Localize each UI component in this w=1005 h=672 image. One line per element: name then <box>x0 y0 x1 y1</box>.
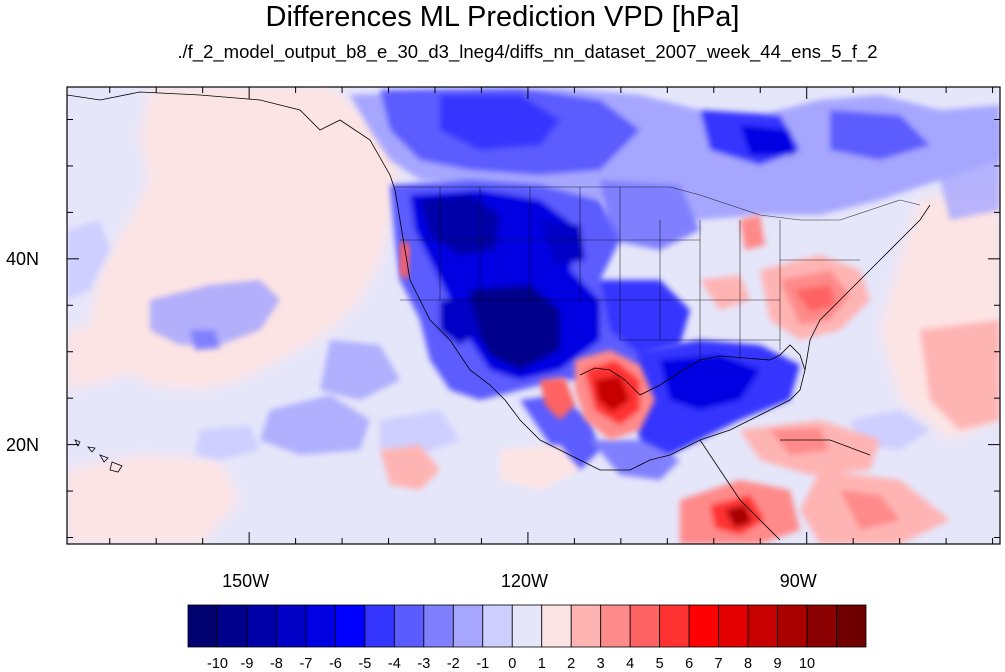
colorbar-swatch <box>482 604 513 648</box>
axis-ticks <box>67 87 1000 544</box>
colorbar-label: -6 <box>328 656 342 672</box>
colorbar-swatch <box>217 604 248 648</box>
y-tick-label: 20N <box>6 434 40 455</box>
colorbar-label: -3 <box>417 656 431 672</box>
colorbar-swatch <box>659 604 690 648</box>
colorbar-swatch <box>836 604 867 648</box>
colorbar-label: 7 <box>714 656 723 672</box>
colorbar-label: 5 <box>655 656 664 672</box>
plot-frame <box>66 86 1001 545</box>
colorbar-swatch <box>334 604 366 648</box>
colorbar-label: -7 <box>299 656 313 672</box>
colorbar-swatch <box>777 604 808 648</box>
mexico-red-region <box>540 350 655 440</box>
colorbar-swatch <box>305 604 336 648</box>
colorbar-label: 4 <box>626 656 635 672</box>
colorbar-swatch <box>688 604 720 648</box>
y-tick-label: 40N <box>6 248 40 269</box>
colorbar-swatch <box>629 604 661 648</box>
colorbar-swatch <box>423 604 454 648</box>
colorbar-label: 3 <box>596 656 605 672</box>
colorbar-swatch <box>452 604 484 648</box>
colorbar-swatch <box>187 604 218 648</box>
colorbar-swatch <box>747 604 778 648</box>
colorbar-swatch <box>541 604 572 648</box>
x-tick-label: 90W <box>779 571 817 591</box>
colorbar-swatch <box>718 604 749 648</box>
colorbar-swatch <box>806 604 837 648</box>
colorbar <box>187 604 867 648</box>
colorbar-swatch <box>276 604 307 648</box>
colorbar-swatch <box>511 604 543 648</box>
colorbar-label: 1 <box>537 656 546 672</box>
colorbar-label: 9 <box>773 656 782 672</box>
colorbar-swatch <box>246 604 277 648</box>
colorbar-label: 8 <box>744 656 753 672</box>
colorbar-label: -4 <box>387 656 401 672</box>
colorbar-label: 6 <box>685 656 694 672</box>
colorbar-label: -10 <box>206 656 228 672</box>
colorbar-label: 0 <box>508 656 517 672</box>
state-boundaries <box>395 186 921 360</box>
colorbar-swatch <box>570 604 602 648</box>
colorbar-label: -1 <box>476 656 490 672</box>
colorbar-swatch <box>364 604 395 648</box>
map-title: Differences ML Prediction VPD [hPa] <box>265 1 740 33</box>
colorbar-swatch <box>393 604 425 648</box>
eastern-us-red-region <box>700 215 1000 430</box>
plot-field <box>67 87 1000 544</box>
hawaii-islands <box>74 439 123 473</box>
map-subtitle: ./f_2_model_output_b8_e_30_d3_lneg4/diff… <box>177 41 878 62</box>
colorbar-label: -8 <box>269 656 283 672</box>
colorbar-swatch <box>600 604 631 648</box>
coastlines <box>67 91 931 541</box>
x-tick-label: 150W <box>222 571 270 591</box>
southern-red-region <box>380 420 950 544</box>
colorbar-label: -9 <box>240 656 254 672</box>
colorbar-label: 10 <box>798 656 816 672</box>
california-coast-red <box>400 240 410 280</box>
colorbar-label: 2 <box>567 656 576 672</box>
colorbar-label: -5 <box>358 656 372 672</box>
light-blue-ocean-patches <box>67 120 1000 460</box>
colorbar-label: -2 <box>446 656 460 672</box>
x-tick-label: 120W <box>500 571 548 591</box>
